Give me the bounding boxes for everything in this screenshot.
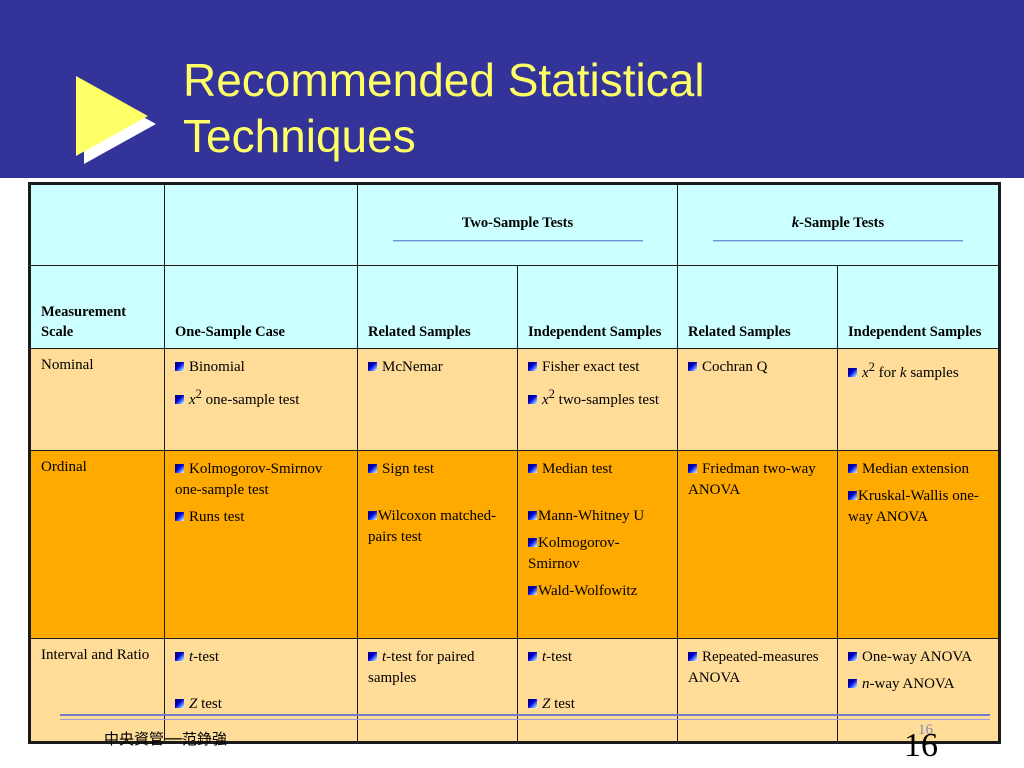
scale-cell: Interval and Ratio (29, 638, 165, 743)
bullet-icon (528, 699, 537, 708)
two-related-samples-header: Related Samples (357, 265, 518, 349)
bullet-icon (688, 362, 697, 371)
bullet-icon (848, 652, 857, 661)
bullet-icon (688, 652, 697, 661)
bullet-icon (528, 362, 537, 371)
slide-header: Recommended Statistical Techniques (0, 0, 1024, 178)
scale-cell: Ordinal (29, 450, 165, 639)
footer-text: 中央資管──范錚強 (104, 730, 228, 748)
two-related-cell: McNemar (357, 348, 518, 451)
bullet-icon (848, 368, 857, 377)
measurement-scale-header: Measurement Scale (29, 265, 165, 349)
statistical-techniques-table: Two-Sample Tests k-Sample Tests Measurem… (28, 182, 1001, 744)
one-sample-cell: Binomial x2 one-sample test (164, 348, 358, 451)
two-sample-tests-label: Two-Sample Tests (461, 214, 574, 231)
bullet-icon (688, 464, 697, 473)
footer-divider (60, 714, 990, 716)
bullet-icon (528, 652, 537, 661)
empty-header-cell (164, 183, 358, 266)
k-independent-cell: One-way ANOVA n-way ANOVA (837, 638, 1000, 743)
two-independent-cell: Median test Mann-Whitney U Kolmogorov-Sm… (517, 450, 678, 639)
bullet-icon (368, 464, 377, 473)
bullet-icon (368, 652, 377, 661)
k-independent-cell: Median extension Kruskal-Wallis one-way … (837, 450, 1000, 639)
slide-title: Recommended Statistical Techniques (183, 52, 983, 164)
bullet-icon (848, 464, 857, 473)
bullet-icon (175, 464, 184, 473)
play-arrow-icon (76, 76, 156, 164)
bullet-icon (175, 395, 184, 404)
bullet-icon (175, 699, 184, 708)
k-independent-samples-header: Independent Samples (837, 265, 1000, 349)
two-independent-cell: Fisher exact test x2 two-samples test (517, 348, 678, 451)
table-row-ordinal: Ordinal Kolmogorov-Smirnov one-sample te… (29, 450, 1000, 639)
one-sample-cell: Kolmogorov-Smirnov one-sample test Runs … (164, 450, 358, 639)
footer-divider (60, 719, 990, 720)
group-underline (713, 239, 963, 242)
bullet-icon (848, 679, 857, 688)
bullet-icon (528, 395, 537, 404)
table-row-interval-ratio: Interval and Ratio t-test Z test t-test … (29, 638, 1000, 743)
k-related-cell: Cochran Q (677, 348, 838, 451)
bullet-icon (175, 652, 184, 661)
k-related-samples-header: Related Samples (677, 265, 838, 349)
one-sample-cell: t-test Z test (164, 638, 358, 743)
bullet-icon (528, 511, 537, 520)
table-subheader-row: Measurement Scale One-Sample Case Relate… (29, 265, 1000, 349)
table-group-header-row: Two-Sample Tests k-Sample Tests (29, 183, 1000, 266)
page-number: 16 (904, 727, 938, 764)
bullet-icon (528, 464, 537, 473)
bullet-icon (368, 362, 377, 371)
bullet-icon (368, 511, 377, 520)
scale-cell: Nominal (29, 348, 165, 451)
two-sample-tests-header: Two-Sample Tests (357, 183, 678, 266)
two-independent-samples-header: Independent Samples (517, 265, 678, 349)
slide-title-line1: Recommended Statistical (183, 54, 705, 106)
bullet-icon (848, 491, 857, 500)
table-row-nominal: Nominal Binomial x2 one-sample test McNe… (29, 348, 1000, 451)
one-sample-case-header: One-Sample Case (164, 265, 358, 349)
bullet-icon (175, 362, 184, 371)
empty-header-cell (29, 183, 165, 266)
bullet-icon (528, 538, 537, 547)
group-underline (392, 239, 643, 242)
bullet-icon (175, 512, 184, 521)
k-sample-tests-label: k-Sample Tests (791, 214, 885, 231)
page-number-small: 16 (918, 722, 933, 738)
two-independent-cell: t-test Z test (517, 638, 678, 743)
two-related-cell: t-test for paired samples (357, 638, 518, 743)
k-sample-tests-header: k-Sample Tests (677, 183, 1000, 266)
slide-title-line2: Techniques (183, 110, 416, 162)
k-related-cell: Friedman two-way ANOVA (677, 450, 838, 639)
bullet-icon (528, 586, 537, 595)
k-independent-cell: x2 for k samples (837, 348, 1000, 451)
two-related-cell: Sign test Wilcoxon matched-pairs test (357, 450, 518, 639)
k-related-cell: Repeated-measures ANOVA (677, 638, 838, 743)
